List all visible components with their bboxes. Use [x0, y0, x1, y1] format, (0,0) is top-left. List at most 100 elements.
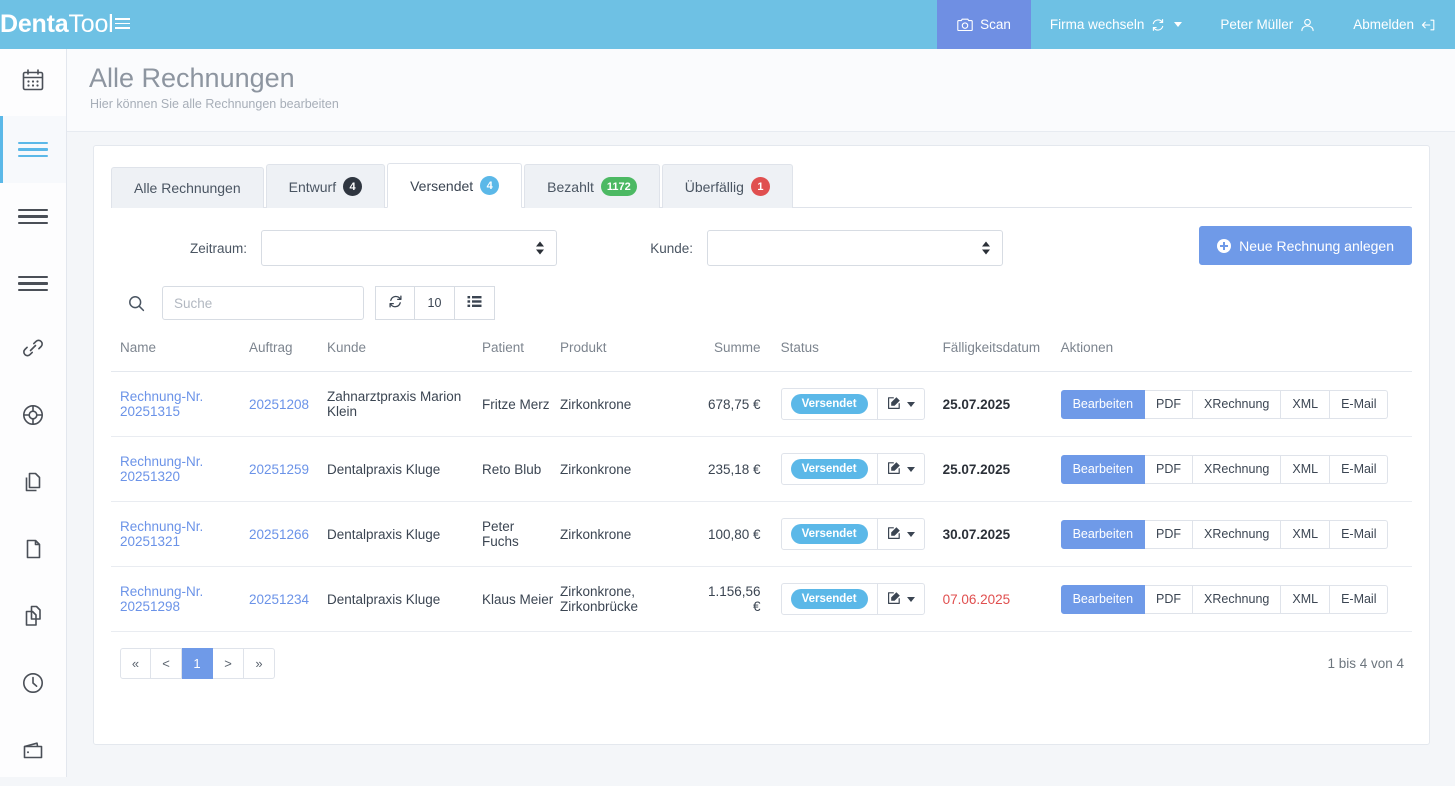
xrechnung-button[interactable]: XRechnung — [1193, 584, 1282, 614]
sidebar-item-copies[interactable] — [0, 585, 66, 652]
sidebar-item-documents[interactable] — [0, 451, 66, 518]
row-actions: Bearbeiten PDF XRechnung XML E-Mail — [1060, 454, 1389, 484]
invoice-link[interactable]: Rechnung-Nr. 20251315 — [120, 389, 204, 419]
col-patient[interactable]: Patient — [482, 340, 560, 372]
invoice-link[interactable]: Rechnung-Nr. 20251298 — [120, 584, 204, 614]
new-invoice-button[interactable]: Neue Rechnung anlegen — [1199, 226, 1412, 265]
sidebar-item-list-three[interactable] — [0, 250, 66, 317]
sidebar-item-history[interactable] — [0, 652, 66, 719]
main-content: Alle Rechnungen Entwurf 4 Versendet 4 Be… — [67, 132, 1455, 777]
col-summe[interactable]: Summe — [708, 340, 781, 372]
email-button[interactable]: E-Mail — [1330, 519, 1389, 549]
pdf-button[interactable]: PDF — [1145, 454, 1194, 484]
refresh-button[interactable] — [375, 286, 415, 320]
sidebar-item-wallet[interactable] — [0, 719, 66, 786]
status-edit-dropdown[interactable] — [876, 584, 924, 614]
page-last-button[interactable]: » — [244, 648, 275, 679]
tab-ueberfaellig[interactable]: Überfällig 1 — [661, 164, 793, 208]
refresh-circle-icon — [1151, 18, 1165, 32]
status-badge: Versendet — [790, 524, 868, 544]
page-first-button[interactable]: « — [120, 648, 151, 679]
menu-toggle-icon[interactable] — [114, 18, 130, 31]
table-row: Rechnung-Nr. 20251298 20251234 Dentalpra… — [111, 566, 1412, 632]
col-name[interactable]: Name — [111, 340, 249, 372]
invoice-link[interactable]: Rechnung-Nr. 20251320 — [120, 454, 204, 484]
refresh-icon — [388, 294, 403, 312]
col-produkt[interactable]: Produkt — [560, 340, 708, 372]
status-control: Versendet — [780, 453, 925, 485]
xrechnung-button[interactable]: XRechnung — [1193, 389, 1282, 419]
period-select[interactable] — [261, 230, 557, 266]
edit-button[interactable]: Bearbeiten — [1060, 454, 1146, 484]
xrechnung-button[interactable]: XRechnung — [1193, 454, 1282, 484]
page-size-button[interactable]: 10 — [415, 286, 455, 320]
calendar-icon — [20, 67, 46, 98]
sidebar-item-invoices[interactable] — [0, 116, 66, 183]
due-date: 30.07.2025 — [942, 526, 1011, 542]
tab-bezahlt[interactable]: Bezahlt 1172 — [524, 164, 660, 208]
xml-button[interactable]: XML — [1281, 584, 1331, 614]
switch-company-menu[interactable]: Firma wechseln — [1031, 0, 1202, 49]
tab-alle-rechnungen[interactable]: Alle Rechnungen — [111, 167, 264, 208]
new-invoice-label: Neue Rechnung anlegen — [1239, 237, 1394, 254]
xml-button[interactable]: XML — [1281, 519, 1331, 549]
edit-button[interactable]: Bearbeiten — [1060, 519, 1146, 549]
amount-cell: 100,80 € — [708, 501, 781, 567]
status-badge: Versendet — [790, 459, 868, 479]
col-status[interactable]: Status — [780, 340, 943, 372]
status-control: Versendet — [780, 583, 925, 615]
email-button[interactable]: E-Mail — [1330, 454, 1389, 484]
brand-logo[interactable]: DentaTool — [0, 0, 272, 49]
order-link[interactable]: 20251208 — [249, 396, 310, 412]
email-button[interactable]: E-Mail — [1330, 389, 1389, 419]
invoice-link[interactable]: Rechnung-Nr. 20251321 — [120, 519, 204, 549]
page-number-1[interactable]: 1 — [182, 648, 213, 679]
col-faelligkeitsdatum[interactable]: Fälligkeitsdatum — [942, 340, 1061, 372]
top-navigation: Scan Firma wechseln Peter Müller Abmelde… — [937, 0, 1455, 49]
user-name-label: Peter Müller — [1220, 17, 1294, 32]
lifebuoy-icon — [20, 402, 46, 433]
sidebar-item-list-two[interactable] — [0, 183, 66, 250]
user-icon — [1300, 18, 1315, 32]
brand-name: DentaTool — [0, 10, 114, 38]
xml-button[interactable]: XML — [1281, 389, 1331, 419]
search-input[interactable] — [162, 286, 364, 320]
logout-button[interactable]: Abmelden — [1334, 0, 1455, 49]
sidebar-item-file[interactable] — [0, 518, 66, 585]
pdf-button[interactable]: PDF — [1145, 389, 1194, 419]
topbar-spacer — [272, 0, 937, 49]
order-link[interactable]: 20251234 — [249, 591, 310, 607]
status-badge: Versendet — [790, 394, 868, 414]
status-edit-dropdown[interactable] — [876, 519, 924, 549]
product-cell: Zirkonkrone — [560, 501, 708, 567]
tab-label: Versendet — [410, 177, 474, 194]
customer-select[interactable] — [707, 230, 1003, 266]
order-link[interactable]: 20251266 — [249, 526, 310, 542]
sidebar-item-support[interactable] — [0, 384, 66, 451]
page-prev-button[interactable]: < — [151, 648, 182, 679]
col-kunde[interactable]: Kunde — [327, 340, 482, 372]
pdf-button[interactable]: PDF — [1145, 584, 1194, 614]
edit-button[interactable]: Bearbeiten — [1060, 584, 1146, 614]
page-next-button[interactable]: > — [213, 648, 244, 679]
email-button[interactable]: E-Mail — [1330, 584, 1389, 614]
edit-pencil-icon — [887, 591, 901, 608]
tab-label: Alle Rechnungen — [134, 180, 241, 196]
sidebar-item-calendar[interactable] — [0, 49, 66, 116]
status-edit-dropdown[interactable] — [876, 389, 924, 419]
user-menu[interactable]: Peter Müller — [1201, 0, 1334, 49]
xrechnung-button[interactable]: XRechnung — [1193, 519, 1282, 549]
pdf-button[interactable]: PDF — [1145, 519, 1194, 549]
sidebar-item-links[interactable] — [0, 317, 66, 384]
tab-entwurf[interactable]: Entwurf 4 — [265, 164, 386, 208]
scan-button[interactable]: Scan — [937, 0, 1031, 49]
plus-circle-icon — [1217, 238, 1232, 253]
col-auftrag[interactable]: Auftrag — [249, 340, 327, 372]
xml-button[interactable]: XML — [1281, 454, 1331, 484]
status-edit-dropdown[interactable] — [876, 454, 924, 484]
column-settings-button[interactable] — [455, 286, 495, 320]
edit-button[interactable]: Bearbeiten — [1060, 389, 1146, 419]
order-link[interactable]: 20251259 — [249, 461, 310, 477]
tab-badge-count: 1172 — [600, 177, 637, 196]
tab-versendet[interactable]: Versendet 4 — [387, 163, 523, 208]
